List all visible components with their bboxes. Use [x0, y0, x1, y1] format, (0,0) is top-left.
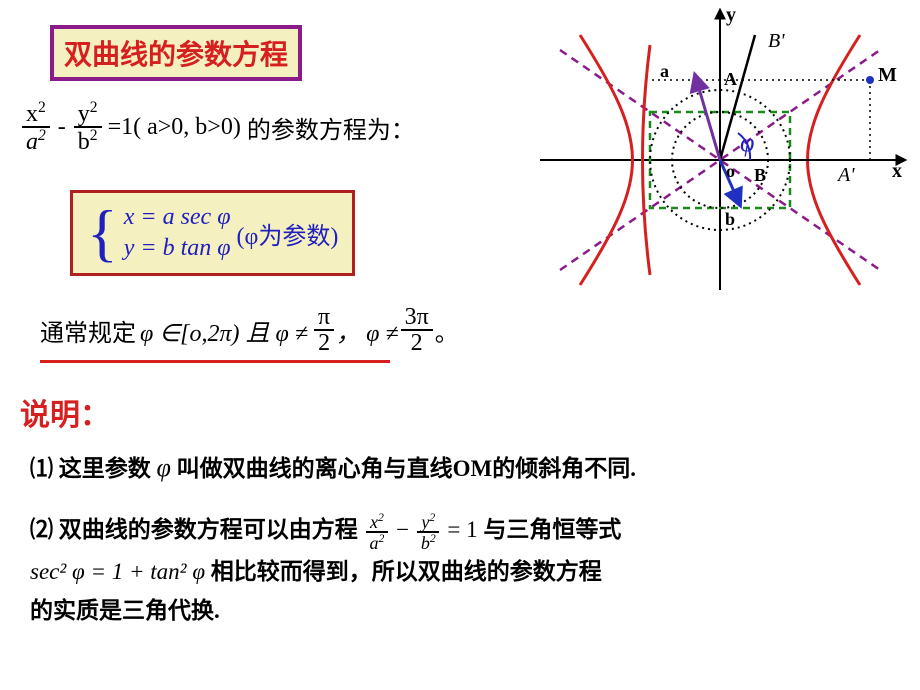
frac-pi-2: π 2	[314, 305, 334, 355]
explain-label: 说明：	[20, 390, 110, 434]
b2-tail: 的实质是三角代换.	[30, 598, 220, 623]
hyperbola-equation: x2 a2 - y2 b2 =1( a>0, b>0) 的参数方程为：	[20, 100, 415, 154]
label-B: B	[754, 165, 766, 185]
range-prefix: 通常规定	[40, 313, 136, 348]
b2-eq1: = 1	[447, 517, 477, 542]
param-note: (φ为参数)	[237, 216, 339, 251]
label-phi: φ	[740, 128, 754, 157]
hyperbola-diagram: y x o A B B' A' M a b φ	[540, 5, 910, 295]
label-b: b	[725, 209, 735, 229]
range-mid: ， φ ≠	[336, 313, 398, 348]
title-text: 双曲线的参数方程	[64, 40, 288, 71]
range-set: φ ∈[o,2π) 且 φ ≠	[140, 313, 308, 348]
frac-y2-b2: y2 b2	[74, 100, 102, 154]
title-box: 双曲线的参数方程	[50, 25, 302, 81]
label-Bprime: B'	[768, 30, 785, 52]
trig-identity: sec² φ = 1 + tan² φ	[30, 559, 205, 584]
explanation-1: ⑴ 这里参数 φ 叫做双曲线的离心角与直线OM的倾斜角不同.	[30, 450, 890, 486]
parametric-box: { x = a sec φ y = b tan φ (φ为参数)	[70, 190, 355, 276]
phi-symbol: φ	[157, 453, 171, 482]
label-y: y	[726, 5, 736, 26]
range-underline	[40, 360, 390, 363]
b2-pre: 双曲线的参数方程可以由方程	[59, 517, 358, 542]
equals-cond: =1( a>0, b>0)	[108, 114, 241, 141]
range-end: 。	[435, 313, 459, 348]
frac-3pi-2: 3π 2	[401, 305, 433, 355]
b2-num: ⑵	[30, 517, 59, 542]
purple-arrow	[695, 75, 720, 160]
minus: -	[58, 114, 66, 141]
frac-y2b2-small: y2 b2	[417, 512, 440, 552]
label-a: a	[660, 61, 669, 81]
brace-icon: {	[87, 201, 118, 265]
label-o: o	[726, 161, 735, 181]
param-equations: x = a sec φ y = b tan φ	[124, 202, 231, 264]
label-A: A	[724, 69, 737, 89]
b2-mid2: 相比较而得到，所以双曲线的参数方程	[211, 559, 602, 584]
b1-pre: 这里参数	[59, 456, 151, 481]
frac-x2a2-small: x2 a2	[366, 512, 389, 552]
b1-num: ⑴	[30, 456, 59, 481]
phi-range: 通常规定 φ ∈[o,2π) 且 φ ≠ π 2 ， φ ≠ 3π 2 。	[40, 305, 459, 355]
label-Aprime: A'	[836, 164, 855, 186]
point-M	[866, 76, 874, 84]
explanation-2: ⑵ 双曲线的参数方程可以由方程 x2 a2 − y2 b2 = 1 与三角恒等式…	[30, 510, 890, 630]
b2-minus: −	[396, 517, 415, 542]
frac-x2-a2: x2 a2	[22, 100, 50, 154]
trailing-cn: 的参数方程为：	[247, 110, 415, 145]
label-x: x	[892, 160, 902, 182]
b2-mid1: 与三角恒等式	[483, 517, 621, 542]
b1-post: 叫做双曲线的离心角与直线OM的倾斜角不同.	[177, 456, 636, 481]
eq-y: y = b tan φ	[124, 235, 231, 262]
eq-x: x = a sec φ	[124, 204, 231, 231]
label-M: M	[878, 64, 897, 86]
